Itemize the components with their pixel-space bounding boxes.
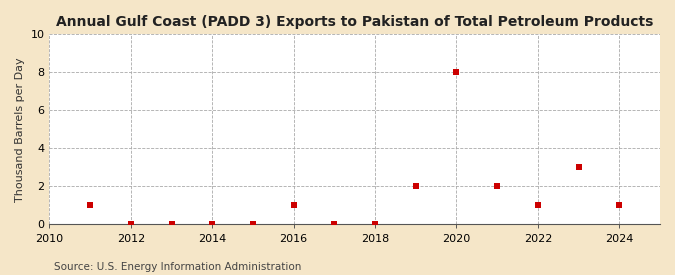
Point xyxy=(614,203,624,208)
Text: Source: U.S. Energy Information Administration: Source: U.S. Energy Information Administ… xyxy=(54,262,301,272)
Title: Annual Gulf Coast (PADD 3) Exports to Pakistan of Total Petroleum Products: Annual Gulf Coast (PADD 3) Exports to Pa… xyxy=(56,15,653,29)
Point xyxy=(533,203,543,208)
Point xyxy=(85,203,96,208)
Point xyxy=(410,184,421,189)
Point xyxy=(451,70,462,75)
Point xyxy=(329,222,340,227)
Point xyxy=(248,222,259,227)
Point xyxy=(492,184,503,189)
Point xyxy=(370,222,381,227)
Y-axis label: Thousand Barrels per Day: Thousand Barrels per Day xyxy=(15,57,25,202)
Point xyxy=(207,222,217,227)
Point xyxy=(126,222,136,227)
Point xyxy=(166,222,177,227)
Point xyxy=(288,203,299,208)
Point xyxy=(573,165,584,170)
